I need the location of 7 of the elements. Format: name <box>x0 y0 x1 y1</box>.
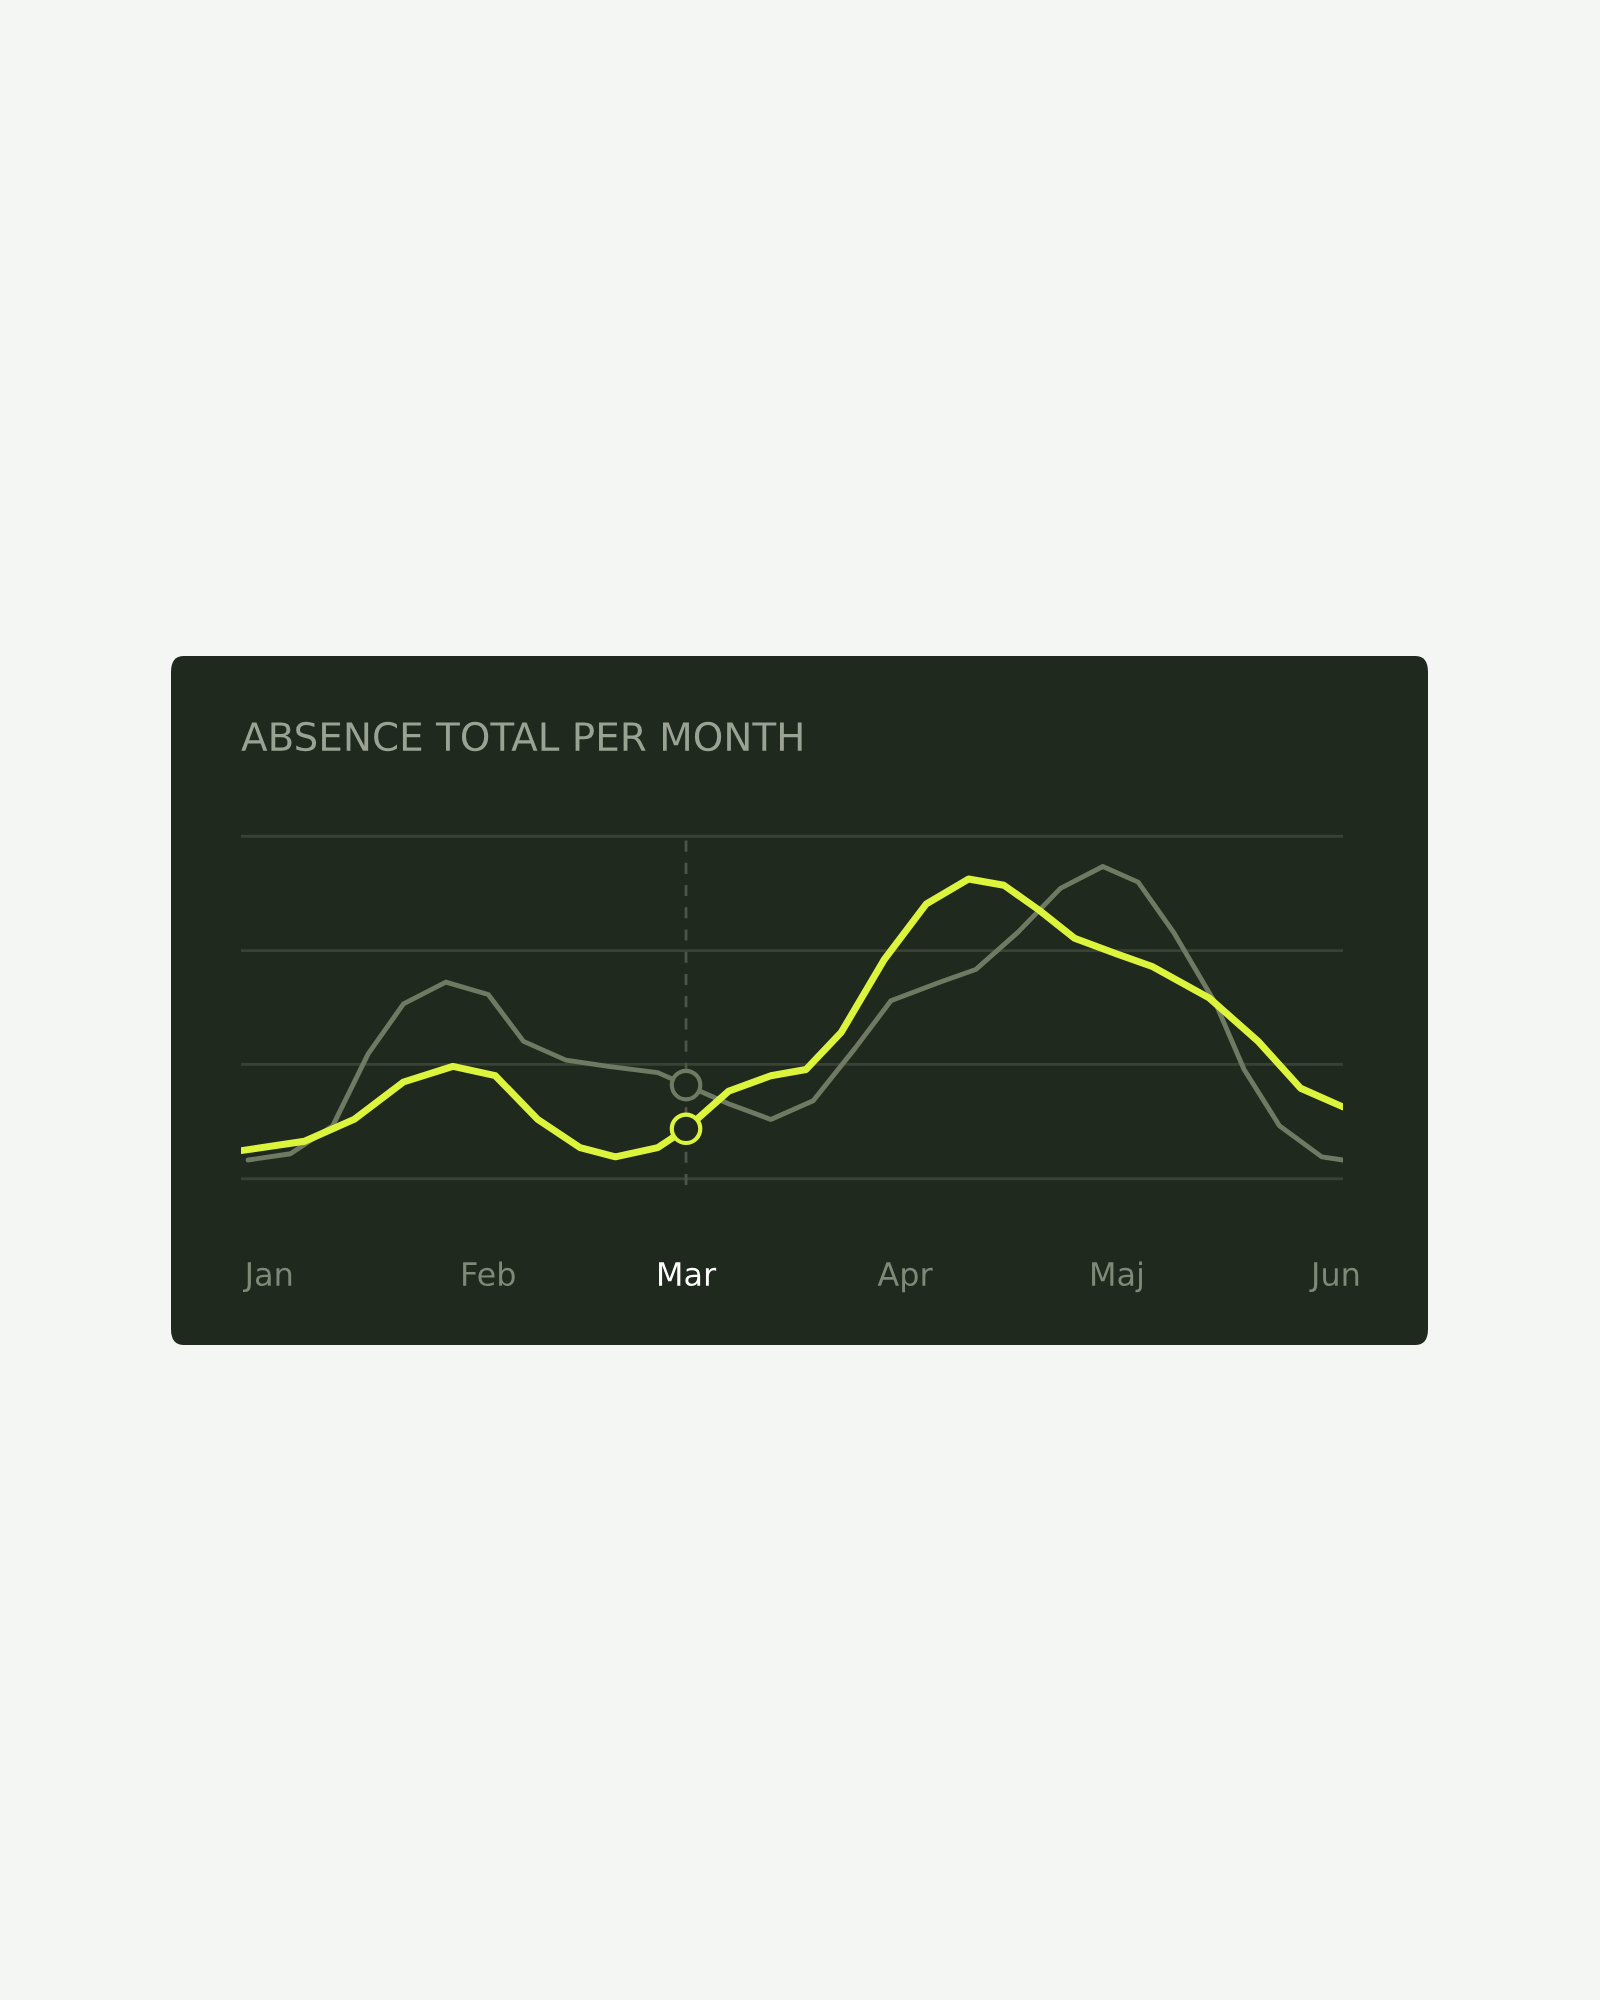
x-tick-label: Feb <box>463 1261 515 1287</box>
x-tick-label: Jan <box>242 1262 292 1293</box>
x-tick-label: Maj <box>1092 1261 1142 1293</box>
x-tick-label: Mar <box>659 1262 717 1287</box>
x-tick-label: Apr <box>877 1262 933 1293</box>
chart-title: ABSENCE TOTAL PER MONTH <box>241 721 802 752</box>
x-tick-label: Jun <box>1309 1262 1359 1293</box>
